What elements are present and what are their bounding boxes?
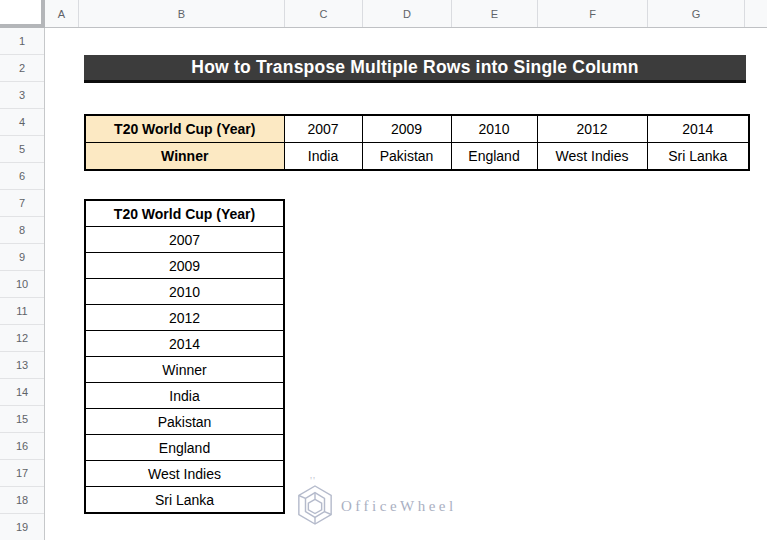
row-header-4[interactable]: 4 [0, 109, 44, 136]
cell-g5-winner[interactable]: Sri Lanka [647, 143, 749, 171]
cell-d5-winner[interactable]: Pakistan [362, 143, 451, 171]
cell-b18[interactable]: Sri Lanka [85, 487, 284, 514]
cell-b4-year-header[interactable]: T20 World Cup (Year) [85, 115, 284, 143]
cell-b7[interactable]: T20 World Cup (Year) [85, 200, 284, 227]
column-header-f[interactable]: F [538, 0, 648, 27]
row-header-16[interactable]: 16 [0, 433, 44, 460]
row-header-5[interactable]: 5 [0, 136, 44, 163]
row-header-14[interactable]: 14 [0, 379, 44, 406]
officewheel-logo-icon [296, 484, 334, 526]
cell-b10[interactable]: 2010 [85, 279, 284, 305]
row-header-6[interactable]: 6 [0, 163, 44, 190]
row-header-11[interactable]: 11 [0, 298, 44, 325]
cell-c5-winner[interactable]: India [284, 143, 362, 171]
column-header-d[interactable]: D [363, 0, 452, 27]
column-header-partial [745, 0, 767, 27]
cell-b11[interactable]: 2012 [85, 305, 284, 331]
column-header-a[interactable]: A [45, 0, 79, 27]
source-table-year-row: T20 World Cup (Year) 2007 2009 2010 2012… [85, 115, 749, 143]
cell-e4-year[interactable]: 2010 [451, 115, 537, 143]
column-header-e[interactable]: E [452, 0, 538, 27]
row-header-15[interactable]: 15 [0, 406, 44, 433]
title-banner-cell[interactable]: How to Transpose Multiple Rows into Sing… [84, 55, 746, 83]
row-header-3[interactable]: 3 [0, 82, 44, 109]
watermark-tick-marks: '' [310, 474, 316, 486]
source-table: T20 World Cup (Year) 2007 2009 2010 2012… [84, 114, 750, 171]
watermark-text: OfficeWheel [341, 484, 457, 515]
row-header-18[interactable]: 18 [0, 487, 44, 514]
row-header-7[interactable]: 7 [0, 190, 44, 217]
spreadsheet-canvas: A B C D E F G 1 2 3 4 5 6 7 8 9 10 11 12… [0, 0, 767, 540]
row-header-2[interactable]: 2 [0, 55, 44, 82]
cell-b12[interactable]: 2014 [85, 331, 284, 357]
cell-g4-year[interactable]: 2014 [647, 115, 749, 143]
officewheel-watermark: '' OfficeWheel [296, 472, 457, 526]
row-header-9[interactable]: 9 [0, 244, 44, 271]
cell-b13[interactable]: Winner [85, 357, 284, 383]
cell-b8[interactable]: 2007 [85, 227, 284, 253]
cell-f5-winner[interactable]: West Indies [537, 143, 647, 171]
cell-b9[interactable]: 2009 [85, 253, 284, 279]
source-table-winner-row: Winner India Pakistan England West Indie… [85, 143, 749, 171]
transposed-column-table: T20 World Cup (Year) 2007 2009 2010 2012… [84, 199, 285, 514]
cell-d4-year[interactable]: 2009 [362, 115, 451, 143]
row-header-12[interactable]: 12 [0, 325, 44, 352]
row-header-13[interactable]: 13 [0, 352, 44, 379]
column-header-c[interactable]: C [285, 0, 363, 27]
column-header-b[interactable]: B [79, 0, 285, 27]
row-header-17[interactable]: 17 [0, 460, 44, 487]
cell-b16[interactable]: England [85, 435, 284, 461]
row-header-1[interactable]: 1 [0, 28, 44, 55]
row-header-gutter: 1 2 3 4 5 6 7 8 9 10 11 12 13 14 15 16 1… [0, 28, 45, 540]
row-header-19[interactable]: 19 [0, 514, 44, 540]
cell-b14[interactable]: India [85, 383, 284, 409]
cell-b5-winner-header[interactable]: Winner [85, 143, 284, 171]
column-header-row: A B C D E F G [0, 0, 767, 28]
row-header-10[interactable]: 10 [0, 271, 44, 298]
cell-b15[interactable]: Pakistan [85, 409, 284, 435]
cell-c4-year[interactable]: 2007 [284, 115, 362, 143]
cell-e5-winner[interactable]: England [451, 143, 537, 171]
cell-b17[interactable]: West Indies [85, 461, 284, 487]
cell-f4-year[interactable]: 2012 [537, 115, 647, 143]
column-header-g[interactable]: G [648, 0, 745, 27]
select-all-corner[interactable] [0, 0, 45, 28]
row-header-8[interactable]: 8 [0, 217, 44, 244]
